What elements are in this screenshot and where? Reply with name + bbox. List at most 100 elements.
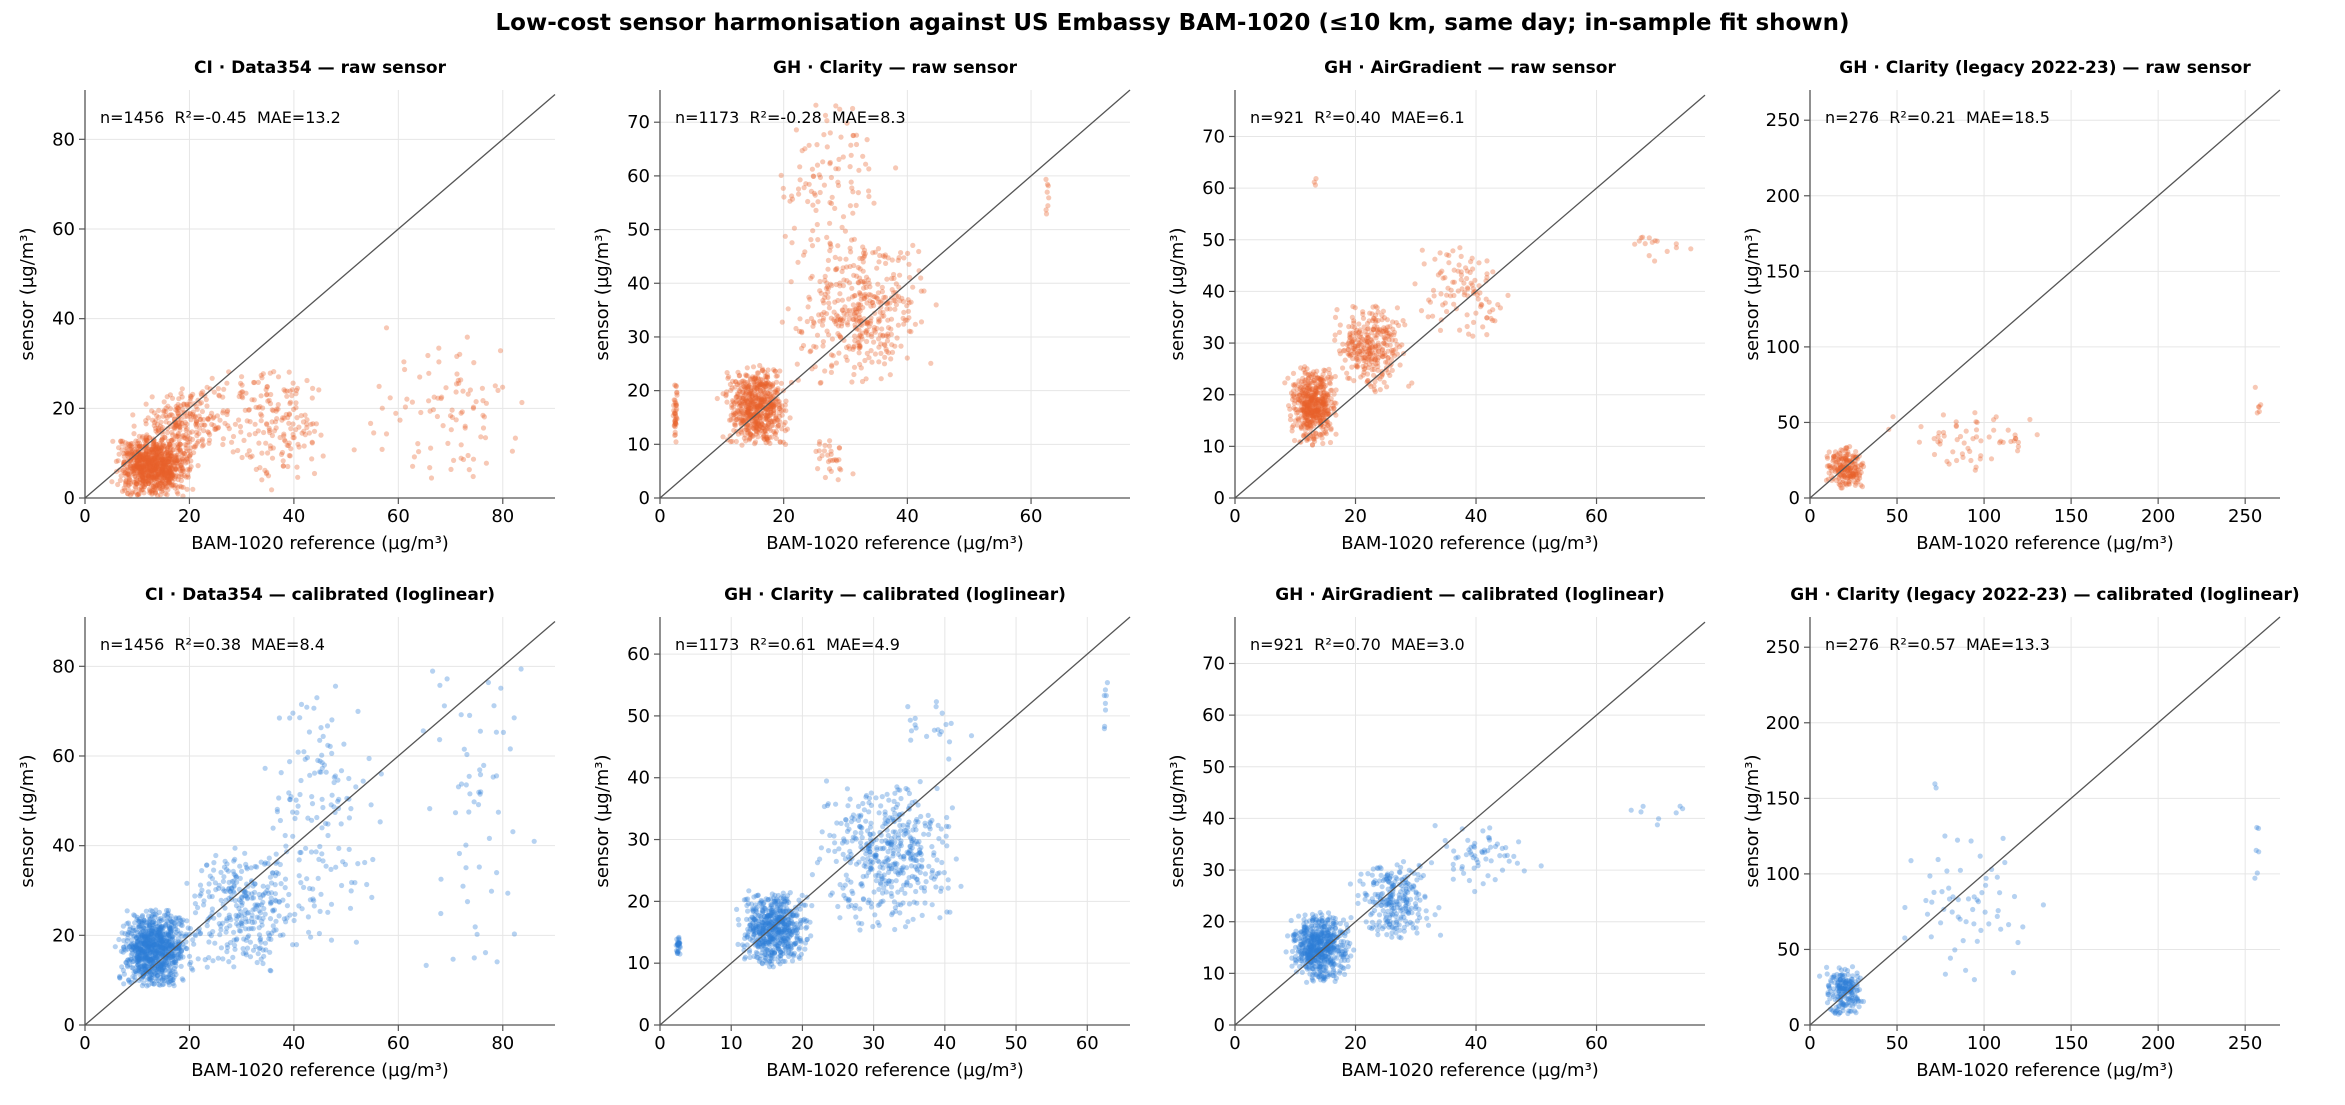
data-point	[860, 153, 866, 159]
data-point	[788, 279, 794, 285]
data-point	[1652, 258, 1658, 264]
data-point	[1430, 287, 1437, 293]
data-point	[121, 981, 127, 987]
data-point	[826, 300, 832, 306]
data-point	[119, 438, 126, 444]
data-point	[898, 250, 904, 256]
data-point	[808, 237, 814, 243]
data-point	[876, 299, 882, 305]
data-point	[136, 455, 142, 461]
data-point	[859, 255, 865, 261]
data-point	[167, 933, 173, 939]
data-point	[1450, 248, 1456, 254]
data-point	[1484, 258, 1490, 264]
data-point	[168, 469, 174, 475]
data-point	[1442, 300, 1448, 306]
data-point	[183, 460, 189, 466]
data-point	[1456, 262, 1462, 268]
data-point	[797, 164, 803, 170]
data-point	[1406, 383, 1412, 389]
data-point	[117, 974, 123, 981]
data-point	[879, 326, 885, 332]
data-point	[136, 460, 142, 466]
data-point	[866, 166, 872, 172]
data-point	[847, 245, 853, 251]
data-point	[308, 421, 314, 427]
data-point	[789, 240, 795, 246]
data-point	[789, 193, 795, 199]
data-point	[1950, 449, 1956, 455]
data-point	[1292, 418, 1298, 424]
data-point	[780, 185, 786, 191]
data-point	[908, 329, 914, 335]
data-point	[674, 392, 680, 398]
data-point	[810, 173, 816, 179]
data-point	[172, 460, 178, 466]
data-point	[159, 468, 165, 474]
data-point	[376, 383, 382, 389]
data-point	[1292, 437, 1298, 444]
data-point	[777, 439, 783, 445]
data-point	[1347, 353, 1353, 359]
data-point	[519, 399, 525, 406]
data-point	[436, 359, 442, 365]
data-point	[253, 466, 259, 472]
data-point	[135, 492, 141, 498]
data-point	[224, 411, 230, 418]
stats-annotation: n=921 R²=0.40 MAE=6.1	[1250, 108, 1465, 127]
data-point	[160, 467, 166, 473]
data-point	[148, 468, 154, 474]
data-point	[782, 419, 788, 425]
data-point	[1367, 351, 1373, 357]
data-point	[137, 453, 143, 459]
data-point	[1043, 176, 1049, 182]
data-point	[137, 457, 143, 463]
data-point	[791, 225, 798, 231]
y-tick-label: 100	[1766, 337, 1800, 358]
data-point	[304, 876, 310, 882]
data-point	[672, 418, 678, 424]
data-point	[671, 407, 677, 414]
data-point	[1935, 434, 1941, 440]
data-point	[471, 360, 477, 366]
data-point	[172, 923, 178, 929]
data-point	[905, 250, 911, 256]
data-point	[137, 460, 143, 466]
data-point	[777, 405, 783, 412]
data-point	[1328, 396, 1334, 402]
data-point	[1373, 317, 1379, 323]
data-point	[131, 423, 137, 429]
data-point	[206, 881, 212, 887]
data-point	[173, 423, 179, 429]
data-point	[483, 400, 489, 406]
data-point	[158, 462, 164, 468]
data-point	[751, 425, 757, 431]
data-point	[137, 463, 144, 469]
data-point	[1333, 431, 1339, 437]
data-point	[127, 944, 133, 950]
data-point	[144, 461, 151, 467]
data-point	[1464, 285, 1471, 291]
data-point	[190, 486, 196, 492]
chart-title: GH · AirGradient — raw sensor	[1324, 58, 1616, 78]
data-point	[1329, 387, 1335, 393]
data-point	[1340, 348, 1347, 354]
data-point	[256, 440, 262, 446]
data-point	[259, 477, 265, 483]
data-point	[875, 246, 882, 252]
data-point	[428, 445, 434, 451]
data-point	[134, 461, 140, 467]
data-point	[224, 380, 230, 386]
data-point	[904, 317, 910, 323]
data-point	[809, 243, 816, 249]
data-point	[853, 202, 859, 208]
data-point	[177, 466, 183, 472]
data-point	[151, 462, 157, 469]
data-point	[143, 450, 149, 457]
data-point	[141, 942, 148, 948]
data-point	[1860, 463, 1867, 470]
data-point	[178, 478, 184, 484]
data-point	[841, 310, 847, 317]
data-point	[131, 465, 137, 471]
data-point	[887, 372, 893, 378]
